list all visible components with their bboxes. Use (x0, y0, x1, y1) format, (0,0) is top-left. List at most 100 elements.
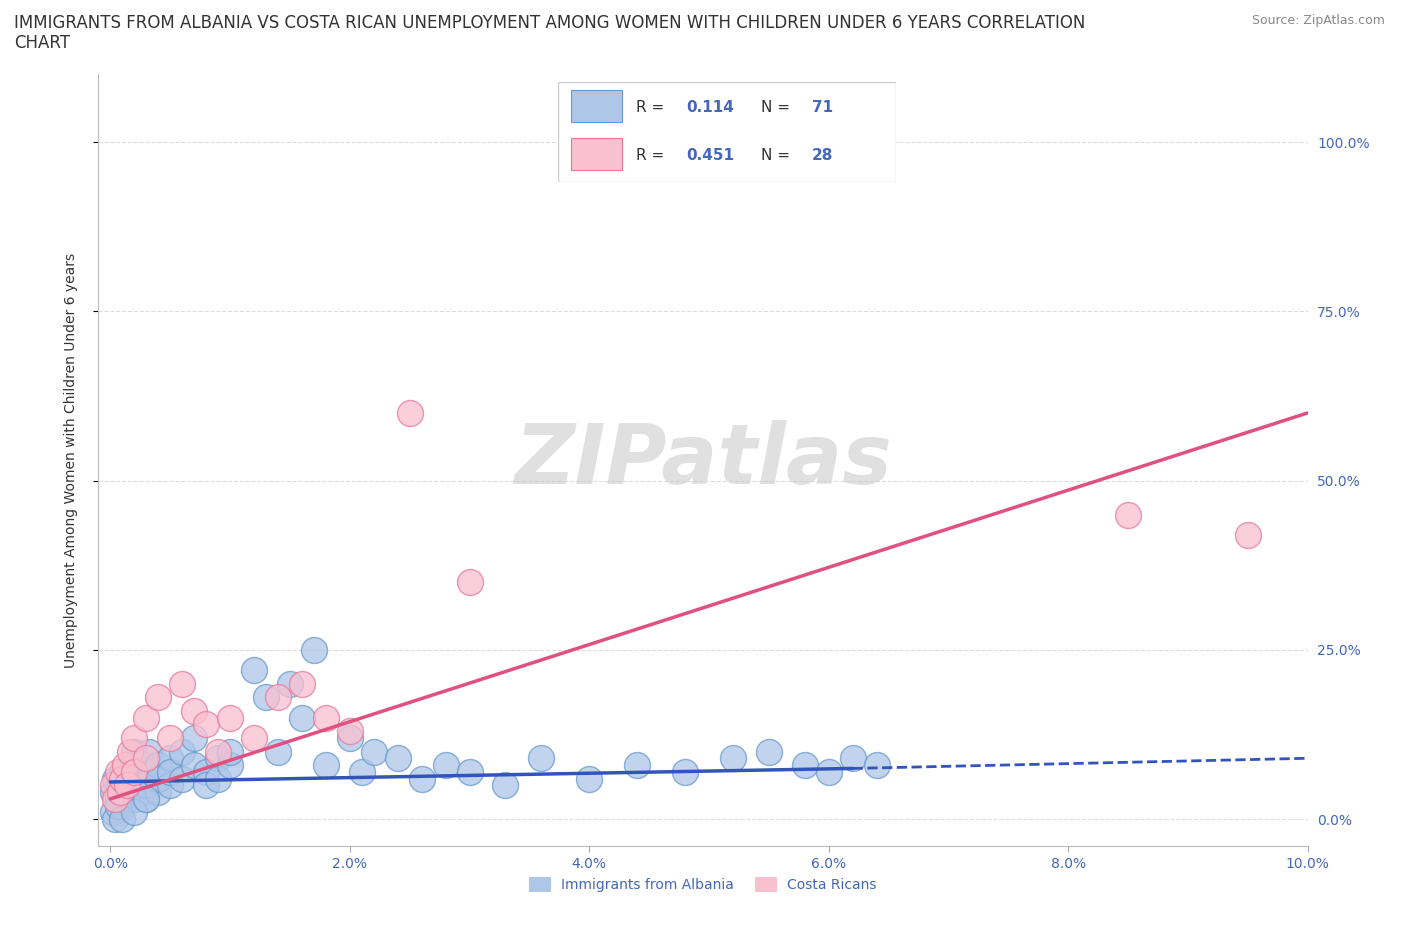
Point (721, 751, 744, 765)
Point (148, 785, 170, 800)
Point (148, 771, 170, 786)
Point (530, 751, 553, 765)
Point (865, 758, 887, 773)
Point (107, 764, 129, 779)
Point (1236, 527, 1258, 542)
Point (183, 758, 205, 773)
Point (315, 758, 337, 773)
Point (111, 798, 134, 813)
Point (411, 771, 433, 786)
Point (626, 758, 648, 773)
Point (267, 690, 290, 705)
Point (219, 758, 242, 773)
Point (111, 812, 134, 827)
Point (125, 764, 148, 779)
Point (135, 711, 157, 725)
Point (398, 405, 420, 420)
Point (111, 785, 134, 800)
Point (458, 575, 481, 590)
Point (135, 751, 157, 765)
Point (124, 785, 146, 800)
Point (107, 791, 129, 806)
Point (195, 777, 218, 792)
Point (339, 724, 361, 738)
Point (135, 777, 157, 792)
Point (159, 751, 181, 765)
Point (172, 676, 194, 691)
Legend: Immigrants from Albania, Costa Ricans: Immigrants from Albania, Costa Ricans (524, 871, 882, 897)
Point (135, 791, 157, 806)
Point (195, 764, 218, 779)
Point (673, 764, 696, 779)
Point (124, 771, 146, 786)
Point (183, 731, 205, 746)
Point (124, 764, 146, 779)
Point (118, 777, 141, 792)
Point (124, 731, 146, 746)
Point (104, 812, 127, 827)
Point (135, 771, 157, 786)
Point (817, 764, 839, 779)
Y-axis label: Unemployment Among Women with Children Under 6 years: Unemployment Among Women with Children U… (63, 253, 77, 668)
Point (207, 744, 229, 759)
Text: IMMIGRANTS FROM ALBANIA VS COSTA RICAN UNEMPLOYMENT AMONG WOMEN WITH CHILDREN UN: IMMIGRANTS FROM ALBANIA VS COSTA RICAN U… (14, 14, 1085, 32)
Point (195, 717, 218, 732)
Text: CHART: CHART (14, 34, 70, 52)
Point (387, 751, 409, 765)
Point (148, 690, 170, 705)
Point (841, 751, 863, 765)
Point (291, 711, 314, 725)
Point (207, 751, 229, 765)
Text: Source: ZipAtlas.com: Source: ZipAtlas.com (1251, 14, 1385, 27)
Point (124, 791, 146, 806)
Point (108, 785, 131, 800)
Point (219, 744, 242, 759)
Point (128, 777, 150, 792)
Point (243, 663, 266, 678)
Point (101, 805, 124, 820)
Point (243, 731, 266, 746)
Point (101, 777, 124, 792)
Point (207, 771, 229, 786)
Point (115, 777, 138, 792)
Point (101, 785, 124, 800)
Point (111, 771, 134, 786)
Point (118, 744, 141, 759)
Point (267, 744, 290, 759)
Point (434, 758, 457, 773)
Point (254, 690, 277, 705)
Point (350, 764, 373, 779)
Point (159, 731, 181, 746)
Point (219, 711, 242, 725)
Point (172, 744, 194, 759)
Point (104, 791, 127, 806)
Point (107, 798, 129, 813)
Point (114, 758, 136, 773)
Point (578, 771, 600, 786)
Point (114, 771, 136, 786)
Point (363, 744, 385, 759)
Point (135, 791, 157, 806)
Point (124, 744, 146, 759)
Text: ZIPatlas: ZIPatlas (515, 419, 891, 501)
Point (302, 643, 325, 658)
Point (159, 764, 181, 779)
Point (458, 764, 481, 779)
Point (108, 777, 131, 792)
Point (115, 791, 138, 806)
Point (135, 758, 157, 773)
Point (111, 764, 134, 779)
Point (159, 777, 181, 792)
Point (278, 676, 301, 691)
Point (121, 758, 143, 773)
Point (758, 744, 780, 759)
Point (124, 805, 146, 820)
Point (793, 758, 815, 773)
Point (131, 785, 153, 800)
Point (148, 758, 170, 773)
Point (172, 771, 194, 786)
Point (339, 731, 361, 746)
Point (1116, 507, 1139, 522)
Point (104, 771, 127, 786)
Point (495, 777, 517, 792)
